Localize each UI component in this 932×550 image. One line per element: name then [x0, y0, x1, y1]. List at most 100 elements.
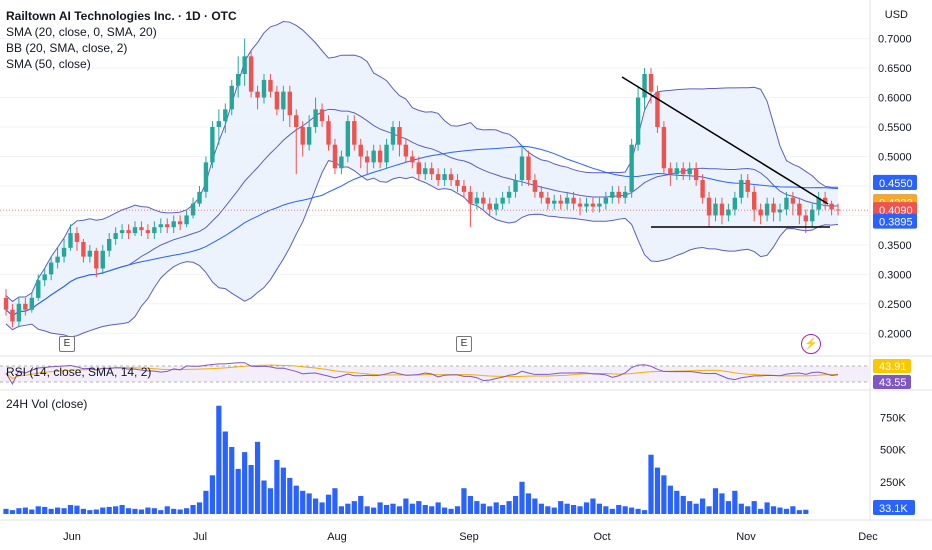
volume-bar [113, 506, 119, 514]
volume-bar [177, 509, 183, 514]
y-tick-label: 0.2000 [878, 328, 912, 340]
y-tick-label: 0.3500 [878, 240, 912, 252]
rsi-badge-label: 43.55 [879, 377, 907, 389]
volume-bar [267, 488, 274, 514]
candle-body [165, 224, 170, 228]
candle-body [616, 191, 621, 198]
volume-bar [9, 510, 16, 514]
y-tick-label: 0.3000 [878, 269, 912, 281]
candle-body [61, 247, 67, 257]
candle-body [693, 168, 699, 181]
candle-body [81, 241, 86, 257]
candle-body [300, 127, 305, 145]
volume-bar [325, 494, 332, 514]
x-tick-label: Nov [736, 531, 756, 543]
volume-bar [803, 509, 809, 514]
volume-bar [480, 503, 486, 514]
volume-bar [351, 501, 357, 514]
candle-body [352, 121, 357, 145]
volume-bar [609, 508, 615, 514]
y-tick-label: 0.5000 [878, 151, 912, 163]
volume-bar [500, 504, 506, 514]
volume-bar [145, 507, 151, 514]
currency-label[interactable]: USD [884, 9, 908, 21]
candle-body [545, 197, 550, 204]
volume-bar [293, 485, 299, 514]
candle-body [661, 127, 667, 169]
volume-bar [106, 506, 112, 514]
candle-body [468, 191, 473, 204]
volume-bar [196, 502, 203, 514]
volume-bar [648, 454, 654, 514]
indicator-sma50[interactable]: SMA (50, close) [6, 57, 91, 71]
candle-body [500, 197, 505, 204]
candle-body [519, 156, 525, 181]
rsi-label[interactable]: RSI (14, close, SMA, 14, 2) [6, 365, 152, 379]
candle-body [474, 197, 480, 204]
candle-body [261, 79, 267, 98]
volume-bar [674, 490, 680, 514]
volume-bar [777, 507, 783, 514]
volume-bar [461, 488, 467, 514]
candle-body [216, 121, 222, 128]
candle-body [713, 203, 718, 216]
volume-bar [667, 485, 673, 514]
rsi-badge [873, 359, 911, 373]
volume-bar [235, 468, 241, 514]
candle-body [42, 274, 47, 281]
candle-body [526, 156, 531, 181]
volume-bar [564, 503, 570, 514]
volume-bar [306, 493, 312, 514]
candle-body [584, 203, 589, 207]
candle-body [184, 215, 189, 225]
candle-body [281, 91, 286, 110]
volume-bar [422, 504, 428, 514]
candle-body [268, 79, 273, 92]
candle-body [390, 127, 396, 145]
earnings-event-icon[interactable]: E [59, 336, 75, 352]
candle-body [126, 230, 131, 234]
candle-body [87, 250, 93, 257]
volume-bar [67, 504, 74, 514]
volume-bar [719, 493, 725, 514]
candle-body [764, 203, 770, 216]
candle-body [113, 233, 118, 239]
candle-body [642, 73, 647, 98]
indicator-sma20[interactable]: SMA (20, close, 0, SMA, 20) [6, 25, 157, 39]
candle-body [100, 250, 105, 269]
rsi-line [5, 362, 839, 386]
volume-bar [622, 506, 628, 514]
candle-body [558, 200, 563, 204]
y-tick-label: 0.6500 [878, 63, 912, 75]
volume-bar [203, 490, 209, 514]
candle-body [306, 127, 312, 145]
volume-bar [171, 508, 177, 514]
candle-body [784, 197, 789, 210]
candle-body [190, 203, 196, 216]
candle-body [10, 309, 15, 322]
indicator-bb[interactable]: BB (20, SMA, close, 2) [6, 41, 128, 55]
volume-label[interactable]: 24H Vol (close) [6, 397, 88, 411]
candle-body [513, 180, 518, 192]
volume-bar [274, 459, 280, 514]
price-badge [873, 175, 917, 190]
volume-bar [313, 498, 319, 514]
volume-bar [558, 501, 564, 514]
volume-bar [390, 503, 396, 514]
candle-body [365, 156, 370, 163]
candle-body [197, 191, 202, 204]
price-badge [873, 213, 917, 229]
candle-body [777, 209, 783, 213]
candle-body [481, 197, 486, 204]
lightning-icon[interactable]: ⚡ [801, 334, 821, 354]
volume-bar [87, 510, 93, 514]
volume-bar [487, 506, 493, 514]
volume-bar [242, 452, 248, 514]
volume-bar [758, 508, 764, 514]
volume-bar [371, 507, 377, 514]
price-badge [873, 202, 917, 218]
volume-bar [184, 508, 190, 514]
volume-bar [248, 465, 254, 514]
earnings-event-icon[interactable]: E [456, 336, 472, 352]
